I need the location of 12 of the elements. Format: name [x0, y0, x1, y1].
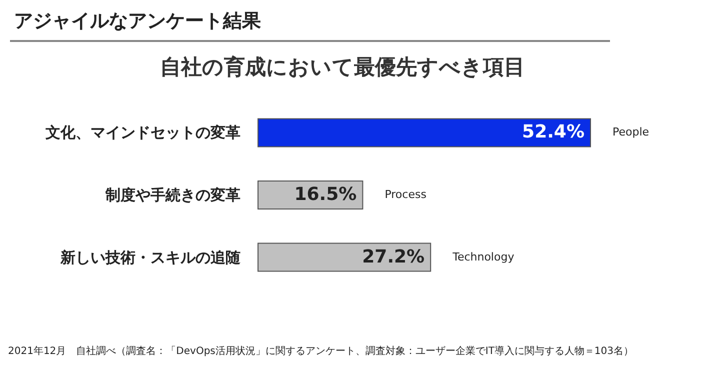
data-label: 27.2%	[362, 246, 425, 268]
annotation: Technology	[452, 250, 515, 264]
chart-subtitle: 自社の育成において最優先すべき項目	[160, 55, 525, 79]
data-label: 52.4%	[522, 122, 584, 143]
text: 2021年12月 自社調べ（調査名：「DevOps活用状況」に関するアンケート、調査対象：ユーザー企業でIT導入に関与する人物＝103名）	[8, 344, 634, 358]
chart-title: アジャイルなアンケート結果	[14, 9, 261, 34]
text: People	[612, 126, 650, 139]
y-tick-label: 新しい技術・スキルの追随	[60, 248, 242, 266]
data-label: 16.5%	[294, 184, 357, 205]
y-tick-label: 制度や手続きの変革	[104, 186, 240, 204]
annotation: Process	[384, 188, 427, 201]
y-tick-label: 文化、マインドセットの変革	[44, 124, 240, 142]
